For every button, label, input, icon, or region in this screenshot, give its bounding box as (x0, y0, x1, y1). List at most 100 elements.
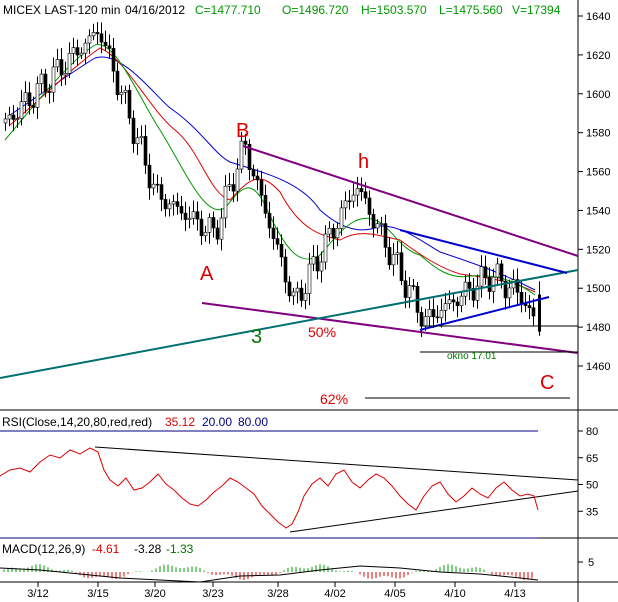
candle-body (427, 309, 432, 317)
candle-body (67, 53, 72, 74)
candle-body (443, 303, 448, 311)
candle-body (215, 227, 220, 240)
label-3: 3 (251, 326, 262, 348)
candle-body (59, 59, 64, 76)
candle-body (71, 47, 76, 54)
label-B: B (236, 120, 249, 142)
candle-body (115, 70, 120, 96)
candle-body (479, 266, 484, 287)
candle-body (83, 42, 88, 54)
candle-body (411, 285, 416, 287)
candle-body (171, 201, 176, 205)
x-tick-label: 3/28 (267, 588, 288, 600)
candle-body (103, 41, 108, 47)
rsi-current-value: 35.12 (165, 415, 195, 429)
candle-body (15, 118, 20, 120)
candle-body (187, 217, 192, 220)
candle-body (455, 301, 460, 307)
macd-histogram (3, 564, 533, 580)
label-C: C (540, 372, 554, 394)
candle-body (143, 136, 148, 166)
candle-body (471, 288, 476, 301)
candle-body (87, 35, 92, 44)
candle-body (99, 33, 104, 43)
candle-body (423, 316, 428, 327)
price-tick-label: 1620 (586, 50, 610, 62)
candle-body (295, 287, 300, 293)
candle-body (503, 280, 508, 299)
candle-body (43, 73, 48, 92)
candle-body (239, 140, 244, 170)
x-tick-label: 4/05 (384, 588, 405, 600)
candle-body (519, 292, 524, 304)
macd-signal-value: -3.28 (134, 542, 162, 556)
rsi-line (0, 447, 539, 529)
candle-body (359, 188, 364, 193)
candle-body (511, 279, 516, 289)
candle-body (23, 92, 28, 102)
fib-50-label: 50% (308, 324, 336, 340)
candle-body (463, 281, 468, 297)
candle-body (271, 227, 276, 239)
price-tick-label: 1540 (586, 205, 610, 217)
candle-body (447, 299, 452, 304)
candle-body (151, 183, 156, 189)
lower-trendline (201, 302, 579, 354)
candle-body (319, 261, 324, 272)
macd-value: -4.61 (92, 542, 120, 556)
candle-body (355, 188, 360, 196)
candle-body (91, 32, 96, 37)
candle-body (487, 276, 492, 292)
candle-body (111, 48, 116, 72)
candle-body (107, 45, 112, 49)
rsi-lower-trendline (289, 490, 579, 533)
price-tick-label: 1480 (586, 322, 610, 334)
candle-body (243, 140, 248, 145)
okno-label: okno 17.01 (447, 351, 497, 362)
low-value: L=1475.560 (439, 3, 503, 17)
candle-body (403, 280, 408, 298)
candle-body (231, 184, 236, 192)
x-tick-label: 4/02 (324, 588, 345, 600)
candle-body (419, 312, 424, 327)
candle-body (31, 105, 36, 108)
price-tick-label: 1600 (586, 89, 610, 101)
high-value: H=1503.570 (361, 3, 427, 17)
candle-body (227, 184, 232, 187)
candle-body (343, 200, 348, 209)
candle-body (155, 183, 160, 186)
candle-body (279, 243, 284, 258)
candle-body (291, 291, 296, 297)
candle-body (199, 218, 204, 237)
candle-body (27, 92, 32, 106)
x-tick-label: 4/13 (504, 588, 525, 600)
candle-body (127, 89, 132, 119)
candle-body (439, 310, 444, 319)
price-axis: 1640 1620 1600 1580 1560 1540 1520 1500 1480 1460 (578, 11, 610, 373)
macd-histogram-value: -1.33 (166, 542, 194, 556)
candle-body (203, 232, 208, 237)
chart-date: 04/16/2012 (125, 3, 185, 17)
candle-body (263, 195, 268, 214)
ma-mid-line (9, 47, 536, 293)
candle-body (147, 164, 152, 189)
candle-body (119, 92, 124, 96)
candle-body (435, 316, 440, 319)
candle-body (195, 211, 200, 220)
candle-body (531, 307, 536, 317)
candle-body (135, 137, 140, 144)
candle-body (315, 256, 320, 272)
candle-body (63, 73, 68, 76)
x-tick-label: 4/10 (444, 588, 465, 600)
candle-body (55, 59, 60, 68)
candle-body (431, 309, 436, 318)
candle-body (79, 52, 84, 56)
candle-body (375, 223, 380, 229)
price-tick-label: 1460 (586, 361, 610, 373)
candle-body (39, 73, 44, 84)
candle-body (499, 263, 504, 282)
x-axis: 3/12 3/15 3/20 3/23 3/28 4/02 4/05 4/10 4/13 (27, 582, 526, 600)
price-tick-label: 1560 (586, 167, 610, 179)
macd-tick-label: 5 (588, 557, 594, 569)
